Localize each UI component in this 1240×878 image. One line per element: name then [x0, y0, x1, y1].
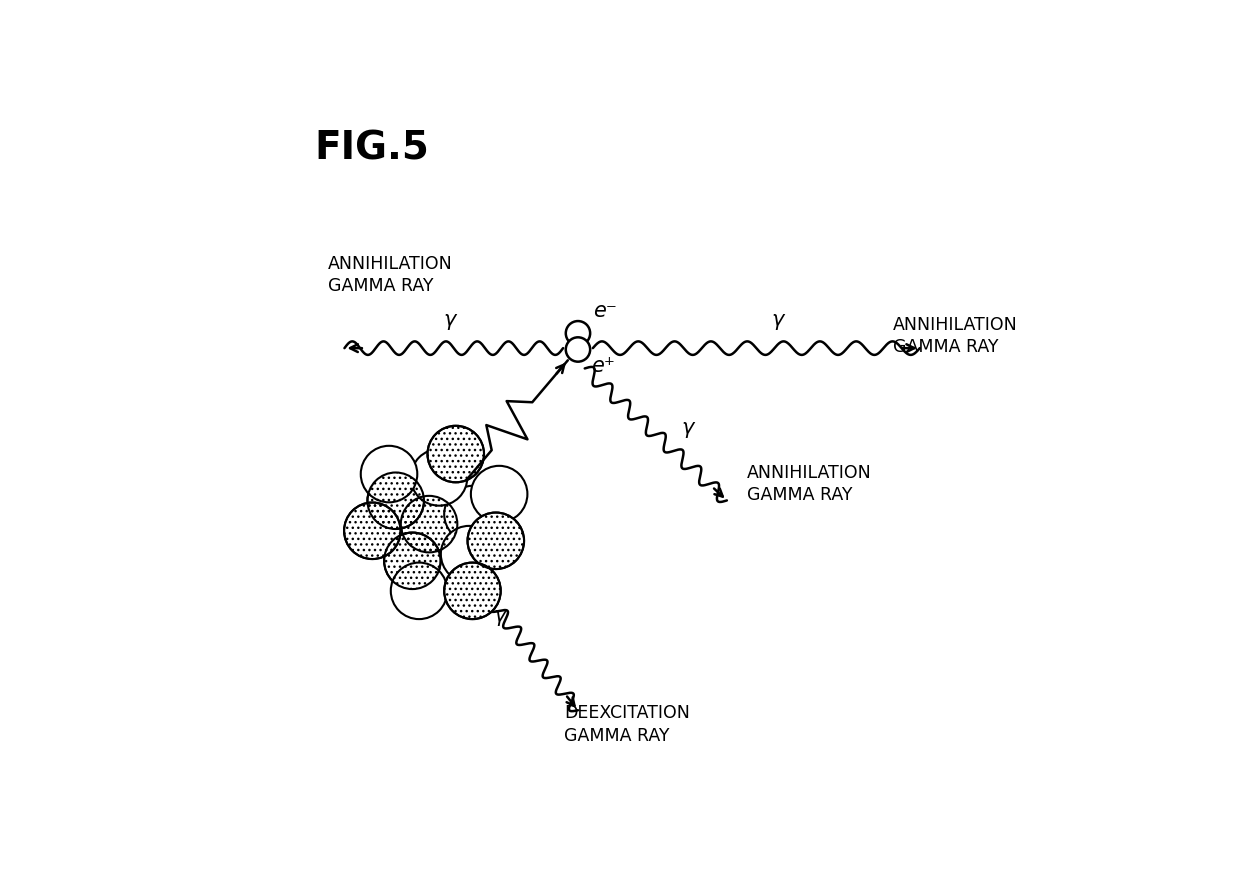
Text: DEEXCITATION
GAMMA RAY: DEEXCITATION GAMMA RAY — [564, 703, 691, 744]
Text: ANNIHILATION
GAMMA RAY: ANNIHILATION GAMMA RAY — [893, 315, 1018, 356]
Circle shape — [391, 563, 448, 619]
Circle shape — [343, 503, 401, 559]
Circle shape — [410, 450, 467, 506]
Circle shape — [565, 338, 590, 363]
Circle shape — [444, 486, 501, 543]
Circle shape — [471, 466, 527, 522]
Circle shape — [467, 513, 525, 570]
Text: e⁺: e⁺ — [591, 356, 615, 376]
Text: e⁻: e⁻ — [593, 300, 616, 320]
Circle shape — [367, 473, 424, 529]
Circle shape — [428, 427, 484, 483]
Circle shape — [441, 526, 497, 583]
Text: γ: γ — [682, 418, 694, 438]
Text: FIG.5: FIG.5 — [314, 129, 429, 167]
Text: γ: γ — [443, 310, 455, 330]
Circle shape — [565, 321, 590, 346]
Circle shape — [384, 533, 440, 589]
Text: γ: γ — [494, 606, 506, 626]
Circle shape — [444, 563, 501, 619]
Circle shape — [401, 496, 458, 553]
Text: ANNIHILATION
GAMMA RAY: ANNIHILATION GAMMA RAY — [327, 255, 453, 295]
Text: γ: γ — [771, 310, 784, 330]
Text: ANNIHILATION
GAMMA RAY: ANNIHILATION GAMMA RAY — [748, 464, 872, 504]
Circle shape — [361, 446, 418, 503]
